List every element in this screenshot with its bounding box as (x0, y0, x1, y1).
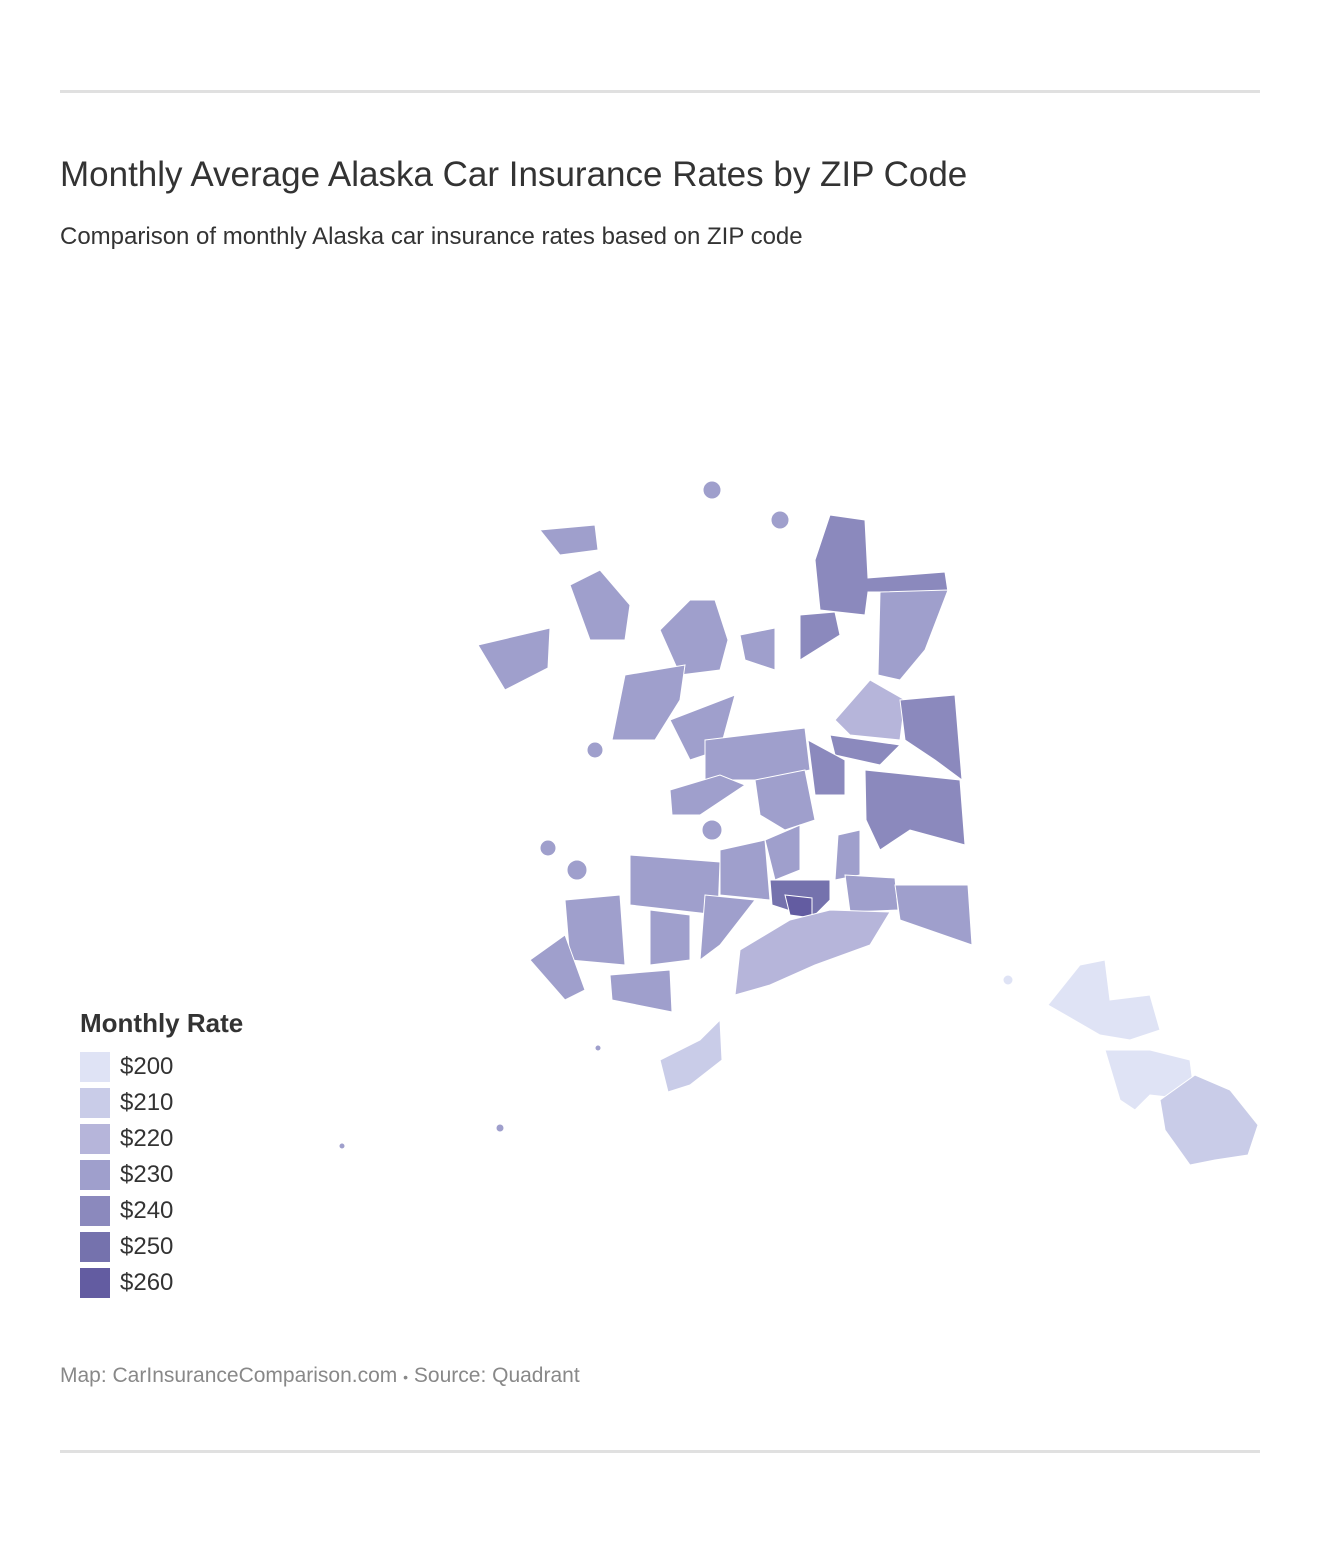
legend-label: $260 (120, 1269, 174, 1296)
map-region (799, 611, 841, 661)
map-region (702, 480, 722, 500)
map-region (594, 1044, 602, 1052)
map-region (834, 679, 906, 741)
map-region (659, 599, 729, 676)
map-region (539, 839, 557, 857)
map-region (844, 874, 899, 913)
legend-title: Monthly Rate (80, 1008, 244, 1038)
page-title: Monthly Average Alaska Car Insurance Rat… (60, 155, 968, 194)
map-credit: Map: CarInsuranceComparison.com (60, 1364, 398, 1387)
legend-swatch (80, 1196, 110, 1226)
map-region (539, 524, 599, 556)
legend-swatch (80, 1088, 110, 1118)
map-region (477, 627, 551, 691)
map-region (1002, 974, 1014, 986)
map-region (701, 819, 723, 841)
legend-swatch (80, 1124, 110, 1154)
map-region (894, 884, 973, 946)
legend-label: $210 (120, 1089, 174, 1116)
page-subtitle: Comparison of monthly Alaska car insuran… (60, 223, 803, 250)
map-region (609, 969, 673, 1013)
map-region (864, 769, 966, 851)
map-region-kenai (734, 909, 891, 996)
legend-swatch (80, 1160, 110, 1190)
legend-swatch (80, 1052, 110, 1082)
legend-item: $220 (80, 1121, 243, 1157)
map-region (754, 769, 816, 831)
map-region (719, 839, 771, 901)
map-region (764, 824, 801, 881)
map-region (814, 514, 949, 616)
legend-label: $230 (120, 1161, 174, 1188)
footer-credits: Map: CarInsuranceComparison.com • Source… (60, 1364, 580, 1388)
map-region (877, 589, 949, 681)
bottom-divider (60, 1450, 1260, 1453)
legend-swatch (80, 1232, 110, 1262)
map-region (770, 510, 790, 530)
map-region (649, 909, 691, 966)
map-region (611, 664, 686, 741)
map-region (807, 739, 846, 796)
separator: • (403, 1369, 409, 1385)
legend-label: $200 (120, 1053, 174, 1080)
legend-label: $250 (120, 1233, 174, 1260)
map-region (699, 894, 756, 962)
map-region (564, 894, 626, 966)
alaska-zip-map (338, 480, 1259, 1166)
top-divider (60, 90, 1260, 93)
map-region (834, 829, 861, 881)
map-region-kodiak (659, 1018, 723, 1093)
map-region-southeast (1159, 1074, 1259, 1166)
map-region (739, 627, 776, 671)
legend-item: $200 (80, 1049, 243, 1085)
map-region-anchorage (784, 894, 813, 919)
legend-item: $230 (80, 1157, 243, 1193)
map-region (338, 1142, 346, 1150)
source-credit: Source: Quadrant (413, 1364, 580, 1387)
map-region (569, 569, 631, 641)
legend-item: $210 (80, 1085, 243, 1121)
map-region (529, 934, 586, 1001)
legend-swatch (80, 1268, 110, 1298)
map-region (586, 741, 604, 759)
legend-item: $260 (80, 1265, 243, 1301)
map-region (566, 859, 588, 881)
legend-item: $250 (80, 1229, 243, 1265)
map-region-southeast (1047, 959, 1161, 1041)
map-region (495, 1123, 505, 1133)
map-region (829, 734, 902, 766)
map-region (669, 774, 747, 816)
legend-item: $240 (80, 1193, 243, 1229)
map-region (899, 694, 963, 782)
legend-label: $220 (120, 1125, 174, 1152)
map-legend: Monthly Rate $200 $210 $220 $230 $240 $250 $26… (80, 1008, 243, 1301)
legend-label: $240 (120, 1197, 174, 1224)
